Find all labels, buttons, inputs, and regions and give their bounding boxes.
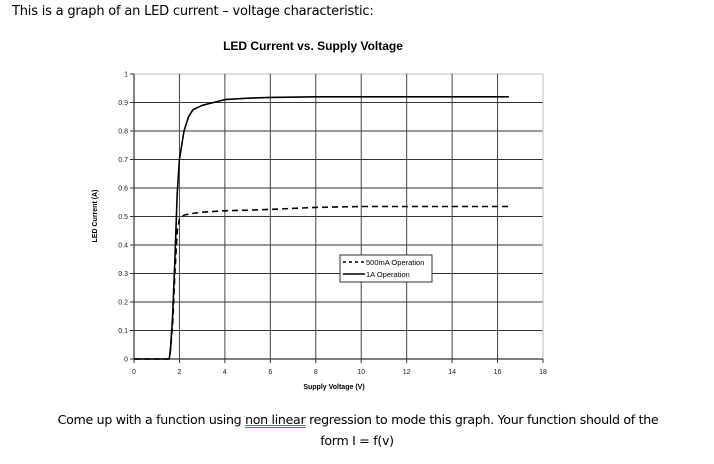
x-tick-label: 16 <box>494 369 502 376</box>
question-part2: regression to mode this graph. Your func… <box>305 412 659 427</box>
series-500ma-line <box>134 205 509 360</box>
intro-text: This is a graph of an LED current – volt… <box>12 4 374 19</box>
y-tick-label: 0.2 <box>118 300 128 307</box>
legend-label-500ma: 500mA Operation <box>366 258 424 267</box>
y-tick-label: 0.1 <box>118 328 128 335</box>
chart-title: LED Current vs. Supply Voltage <box>223 39 403 53</box>
y-tick-label: 0.5 <box>118 214 128 221</box>
x-tick-label: 6 <box>268 369 272 376</box>
y-tick-label: 0.9 <box>118 100 128 107</box>
legend: 500mA Operation 1A Operation <box>339 254 433 283</box>
series-1a-line <box>134 96 509 360</box>
y-tick-label: 0.3 <box>118 271 128 278</box>
x-tick-label: 18 <box>539 369 547 376</box>
x-tick-label: 12 <box>403 369 411 376</box>
x-tick-label: 4 <box>223 369 227 376</box>
led-chart: LED Current vs. Supply Voltage 0 0.1 0.2 0.… <box>92 39 547 391</box>
y-axis-ticks: 0 0.1 0.2 0.3 0.4 0.5 0.6 0.7 0.8 0.9 1 <box>118 72 134 364</box>
x-axis-ticks: 0 2 4 6 8 10 12 14 16 18 <box>132 359 547 376</box>
x-tick-label: 10 <box>357 369 365 376</box>
question-text: Come up with a function using non linear… <box>0 409 714 451</box>
y-tick-label: 0.8 <box>118 129 128 136</box>
y-axis-title: LED Current (A) <box>92 190 99 243</box>
y-tick-label: 0.6 <box>118 186 128 193</box>
question-underlined: non linear <box>245 412 306 427</box>
x-tick-label: 8 <box>314 369 318 376</box>
grid-lines <box>133 73 544 360</box>
y-tick-label: 0 <box>124 357 128 364</box>
x-tick-label: 0 <box>132 369 136 376</box>
series-lines <box>134 96 509 360</box>
x-axis-title: Supply Voltage (V) <box>303 384 364 391</box>
x-tick-label: 2 <box>177 369 181 376</box>
question-part1: Come up with a function using <box>57 412 246 427</box>
y-tick-label: 0.4 <box>118 243 128 250</box>
legend-label-1a: 1A Operation <box>366 270 410 279</box>
y-tick-label: 1 <box>124 72 128 79</box>
y-tick-label: 0.7 <box>118 157 128 164</box>
question-line2: form I = f(v) <box>320 433 394 448</box>
x-tick-label: 14 <box>448 369 456 376</box>
